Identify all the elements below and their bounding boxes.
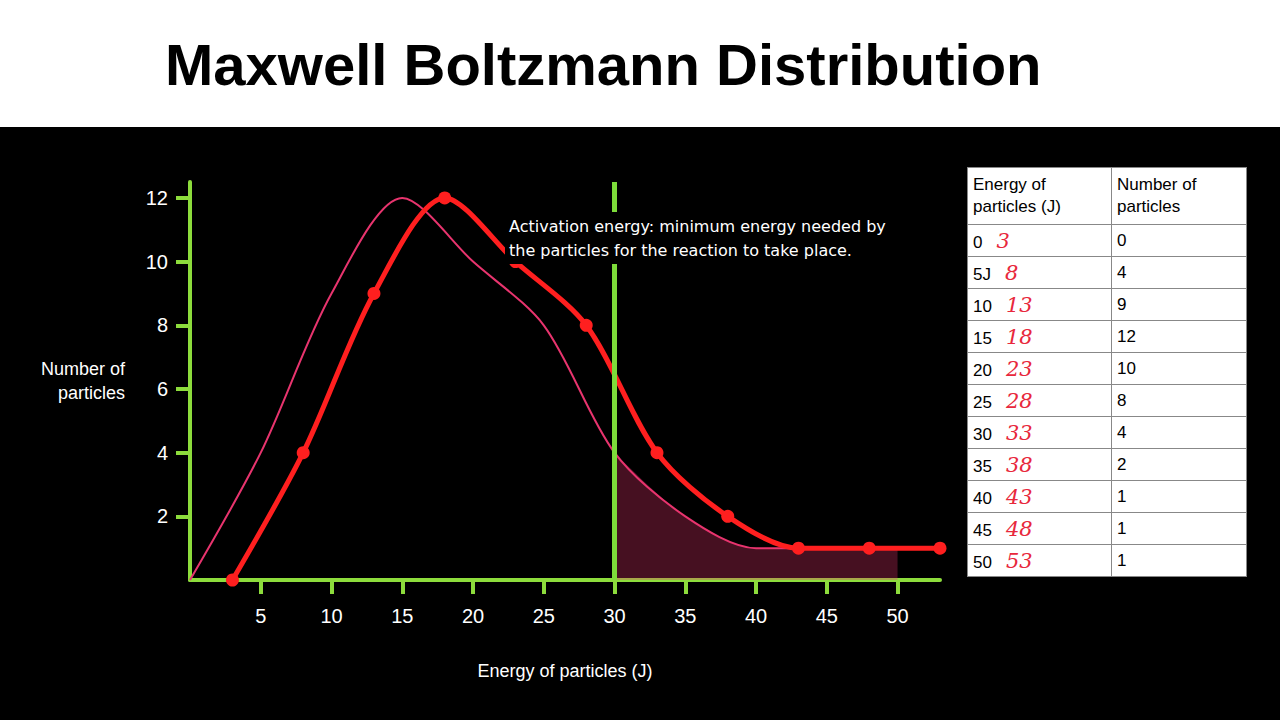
html-text:13: 13 [1005, 292, 1033, 317]
html-text:25: 25 [973, 392, 992, 412]
html-text:3: 3 [996, 228, 1010, 253]
html-text:Number of particles: Number of particles [1117, 175, 1197, 216]
html-text:12: 12 [1117, 326, 1136, 346]
html-text:33: 33 [1005, 420, 1033, 445]
svg-text:35: 35 [674, 605, 696, 627]
svg-text:15: 15 [391, 605, 413, 627]
html-text:1: 1 [1117, 550, 1127, 570]
svg-text:Number of: Number of [41, 359, 126, 379]
svg-text:30: 30 [603, 605, 625, 627]
svg-text:12: 12 [146, 187, 168, 209]
html-text:10: 10 [973, 296, 992, 316]
html-text:15: 15 [973, 328, 992, 348]
html-text:4: 4 [1117, 262, 1127, 282]
html-text:50: 50 [973, 552, 992, 572]
html-text:2: 2 [1117, 454, 1127, 474]
svg-text:25: 25 [533, 605, 555, 627]
html-text:23: 23 [1005, 356, 1033, 381]
html-text:53: 53 [1005, 548, 1033, 573]
html-text:20: 20 [973, 360, 992, 380]
html-text:48: 48 [1005, 516, 1033, 541]
svg-text:10: 10 [320, 605, 342, 627]
svg-text:10: 10 [146, 251, 168, 273]
html-text:35: 35 [973, 456, 992, 476]
svg-text:4: 4 [157, 442, 168, 464]
html-text:18: 18 [1005, 324, 1033, 349]
svg-text:5: 5 [255, 605, 266, 627]
svg-text:Maxwell Boltzmann Distribution: Maxwell Boltzmann Distribution [165, 32, 1042, 97]
html-text:28: 28 [1005, 388, 1033, 413]
html-text:1: 1 [1117, 518, 1127, 538]
svg-text:8: 8 [157, 314, 168, 336]
html-text:45: 45 [973, 520, 992, 540]
svg-text:6: 6 [157, 378, 168, 400]
svg-text:2: 2 [157, 505, 168, 527]
svg-text:particles: particles [58, 383, 125, 403]
html-text:10: 10 [1117, 358, 1136, 378]
html-text:0: 0 [973, 232, 983, 252]
html-text:0: 0 [1117, 230, 1127, 250]
svg-text:20: 20 [462, 605, 484, 627]
html-text:30: 30 [973, 424, 992, 444]
html-text:43: 43 [1005, 484, 1033, 509]
svg-text:45: 45 [816, 605, 838, 627]
html-text:1: 1 [1117, 486, 1127, 506]
html-text:5J: 5J [973, 264, 991, 284]
svg-text:50: 50 [886, 605, 908, 627]
html-text:4: 4 [1117, 422, 1127, 442]
html-text:Energy of particles (J): Energy of particles (J) [973, 175, 1061, 216]
svg-text:Energy of particles (J): Energy of particles (J) [477, 661, 652, 681]
html-text:38: 38 [1005, 452, 1033, 477]
html-text:8: 8 [1005, 260, 1019, 285]
html-text:9: 9 [1117, 294, 1127, 314]
svg-text:the particles for the reaction: the particles for the reaction to take p… [509, 241, 852, 260]
svg-text:Activation energy: minimum ene: Activation energy: minimum energy needed… [509, 217, 886, 236]
html-text:8: 8 [1117, 390, 1127, 410]
html-text:40: 40 [973, 488, 992, 508]
svg-text:40: 40 [745, 605, 767, 627]
